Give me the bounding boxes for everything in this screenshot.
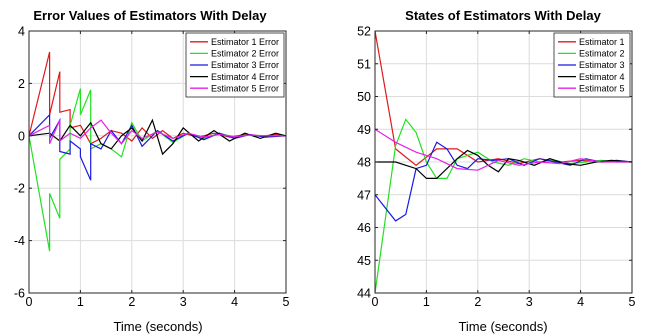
x-tick-label: 3 (526, 295, 533, 309)
y-tick-label: 51 (357, 57, 371, 71)
legend-entry-5: Estimator 5 (579, 83, 625, 93)
y-tick-label: 52 (357, 25, 371, 39)
x-tick-label: 2 (474, 295, 481, 309)
chart-title: States of Estimators With Delay (405, 8, 601, 23)
y-tick-label: 44 (357, 287, 371, 301)
y-tick-label: 2 (18, 77, 25, 91)
y-tick-label: 48 (357, 156, 371, 170)
legend-entry-4: Estimator 4 (579, 72, 625, 82)
series-line-4 (375, 149, 633, 179)
chart-error-values: Error Values of Estimators With Delay Ti… (14, 8, 290, 334)
x-tick-label: 1 (77, 295, 84, 309)
series-line-3 (28, 113, 287, 181)
y-tick-label: 47 (357, 188, 371, 202)
x-tick-label: 4 (577, 295, 584, 309)
x-tick-label: 5 (283, 295, 290, 309)
y-tick-label: 45 (357, 254, 371, 268)
x-tick-label: 0 (26, 295, 33, 309)
x-tick-label: 3 (180, 295, 187, 309)
series-line-5 (374, 128, 632, 171)
legend-entry-2: Estimator 2 (579, 49, 625, 59)
series-line-3 (374, 141, 633, 222)
y-tick-label: 46 (357, 221, 371, 235)
x-axis-label: Time (seconds) (113, 319, 202, 334)
x-tick-label: 0 (372, 295, 379, 309)
x-axis-label: Time (seconds) (458, 319, 547, 334)
chart-title: Error Values of Estimators With Delay (33, 8, 267, 23)
series-line-4 (28, 118, 287, 156)
series-line-2 (374, 118, 632, 294)
axes-box (28, 30, 287, 294)
legend-entry-4: Estimator 4 Error (211, 72, 279, 82)
chart-estimator-states: States of Estimators With Delay Time (se… (357, 8, 635, 334)
legend-entry-5: Estimator 5 Error (211, 83, 279, 93)
x-tick-label: 5 (629, 295, 636, 309)
legend-entry-2: Estimator 2 Error (211, 49, 279, 59)
y-tick-label: 50 (357, 90, 371, 104)
y-tick-label: 49 (357, 123, 371, 137)
y-tick-label: 0 (18, 129, 25, 143)
y-tick-label: -2 (14, 182, 25, 196)
y-tick-label: -6 (14, 287, 25, 301)
y-tick-label: 4 (18, 25, 25, 39)
legend-entry-1: Estimator 1 (579, 37, 625, 47)
series-line-5 (28, 119, 286, 145)
x-tick-label: 4 (231, 295, 238, 309)
legend-entry-1: Estimator 1 Error (211, 37, 279, 47)
x-tick-label: 2 (128, 295, 135, 309)
x-tick-label: 1 (423, 295, 430, 309)
legend-entry-3: Estimator 3 Error (211, 60, 279, 70)
legend-entry-3: Estimator 3 (579, 60, 625, 70)
y-tick-label: -4 (14, 234, 25, 248)
